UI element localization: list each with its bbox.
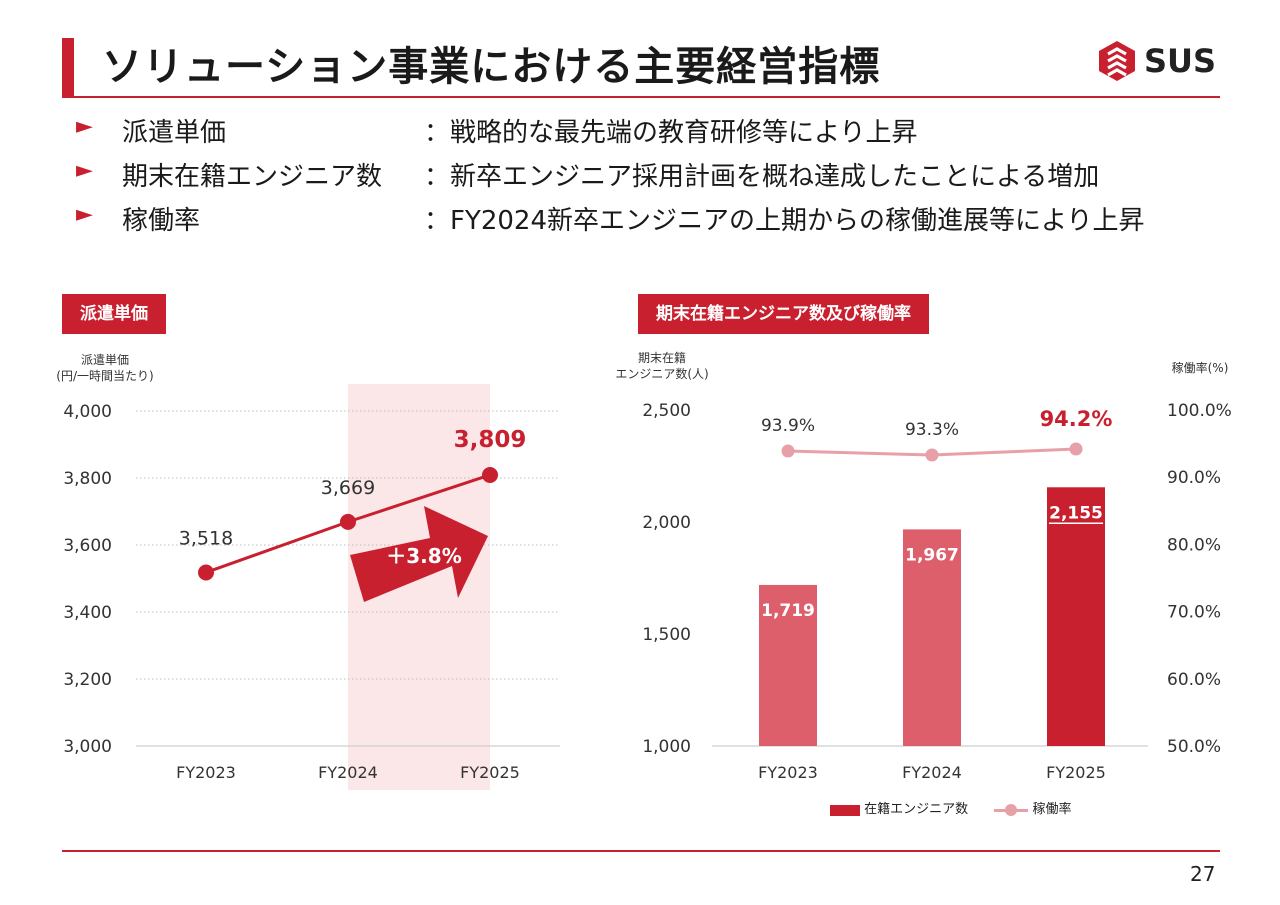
bullet-desc: ：FY2024新卒エンジニアの上期からの稼働進展等により上昇 — [424, 206, 1145, 236]
logo-text: SUS — [1144, 42, 1217, 80]
y-tick-label-right: 90.0% — [1167, 468, 1221, 488]
bar-value-label: 2,155 — [1049, 503, 1103, 523]
left-axis-title: 派遣単価 (円/一時間当たり) — [50, 352, 160, 384]
y-tick-label-left: 1,000 — [642, 737, 691, 757]
data-label: 3,669 — [321, 477, 375, 499]
title-underline — [62, 96, 1220, 98]
legend-line-swatch — [994, 803, 1029, 817]
utilization-label: 93.3% — [905, 420, 959, 440]
y-tick-label-left: 2,500 — [642, 401, 691, 421]
bar-value-label: 1,967 — [905, 545, 959, 565]
bullet-label: 稼働率 — [122, 206, 201, 236]
x-tick-label: FY2024 — [902, 763, 962, 782]
y-tick-label-right: 70.0% — [1167, 603, 1221, 623]
utilization-point — [925, 448, 939, 462]
y-tick-label-right: 100.0% — [1167, 401, 1232, 421]
x-tick-label: FY2023 — [176, 763, 236, 782]
right-left-axis-title-line2: エンジニア数(人) — [615, 367, 709, 381]
utilization-label: 94.2% — [1040, 407, 1113, 431]
sus-logo: SUS — [1096, 38, 1226, 84]
footer-line — [62, 850, 1220, 852]
bar-value-label: 1,719 — [761, 601, 815, 621]
y-tick-label-right: 80.0% — [1167, 535, 1221, 555]
x-tick-label: FY2023 — [758, 763, 818, 782]
engineers-utilization-chart: 1,000 1,500 2,000 2,500 50.0% 60.0% 70.0% 80.0%… — [642, 401, 1232, 782]
data-point — [482, 466, 498, 483]
bar — [759, 584, 817, 746]
right-panel-label: 期末在籍エンジニア数及び稼働率 — [638, 294, 929, 334]
y-tick-label-left: 1,500 — [642, 625, 691, 645]
x-tick-label: FY2025 — [460, 763, 520, 782]
left-panel-label: 派遣単価 — [62, 294, 166, 334]
data-label: 3,809 — [454, 427, 527, 453]
y-tick-label: 4,000 — [63, 402, 112, 422]
title-accent-bar — [62, 38, 74, 96]
x-tick-label: FY2024 — [318, 763, 378, 782]
right-right-axis-title: 稼働率(%) — [1171, 361, 1229, 375]
left-axis-title-line1: 派遣単価 — [80, 353, 129, 367]
y-tick-label: 3,400 — [63, 603, 112, 623]
page-title: ソリューション事業における主要経営指標 — [102, 44, 881, 90]
x-tick-label: FY2025 — [1046, 763, 1106, 782]
data-point — [198, 564, 214, 581]
utilization-label: 93.9% — [761, 416, 815, 436]
triangle-right-icon: ► — [76, 114, 93, 139]
bullet-desc: ：新卒エンジニア採用計画を概ね達成したことによる増加 — [424, 162, 1100, 192]
page-number: 27 — [1190, 862, 1216, 886]
triangle-right-icon: ► — [76, 158, 93, 183]
bar — [1047, 487, 1105, 746]
left-axis-title-line2: (円/一時間当たり) — [56, 369, 154, 383]
y-tick-label: 3,600 — [63, 536, 112, 556]
data-label: 3,518 — [179, 527, 233, 549]
legend-bar-label: 在籍エンジニア数 — [864, 802, 969, 817]
y-tick-label-right: 60.0% — [1167, 670, 1221, 690]
legend-line-label: 稼働率 — [1032, 802, 1072, 817]
bullet-desc: ：戦略的な最先端の教育研修等により上昇 — [424, 118, 918, 148]
y-tick-label-left: 2,000 — [642, 513, 691, 533]
legend-bar-swatch — [830, 804, 860, 816]
growth-label: ＋3.8% — [386, 544, 461, 568]
growth-arrow — [350, 506, 488, 602]
utilization-point — [1069, 442, 1083, 456]
y-tick-label: 3,200 — [63, 670, 112, 690]
bullet-label: 派遣単価 — [122, 118, 227, 148]
y-tick-label: 3,000 — [63, 737, 112, 757]
triangle-right-icon: ► — [76, 202, 93, 227]
right-left-axis-title: 期末在籍 エンジニア数(人) — [594, 350, 730, 382]
y-tick-label-right: 50.0% — [1167, 737, 1221, 757]
utilization-point — [781, 444, 795, 458]
right-left-axis-title-line1: 期末在籍 — [637, 351, 686, 365]
bullet-label: 期末在籍エンジニア数 — [122, 162, 383, 192]
sus-logo-icon — [1099, 41, 1135, 81]
data-point — [340, 513, 356, 530]
bar — [903, 529, 961, 746]
unit-price-chart: 3,000 3,200 3,400 3,600 3,800 4,000 FY2023 FY20… — [63, 384, 560, 790]
y-tick-label: 3,800 — [63, 469, 112, 489]
chart-legend: 在籍エンジニア数 稼働率 — [830, 800, 1071, 820]
